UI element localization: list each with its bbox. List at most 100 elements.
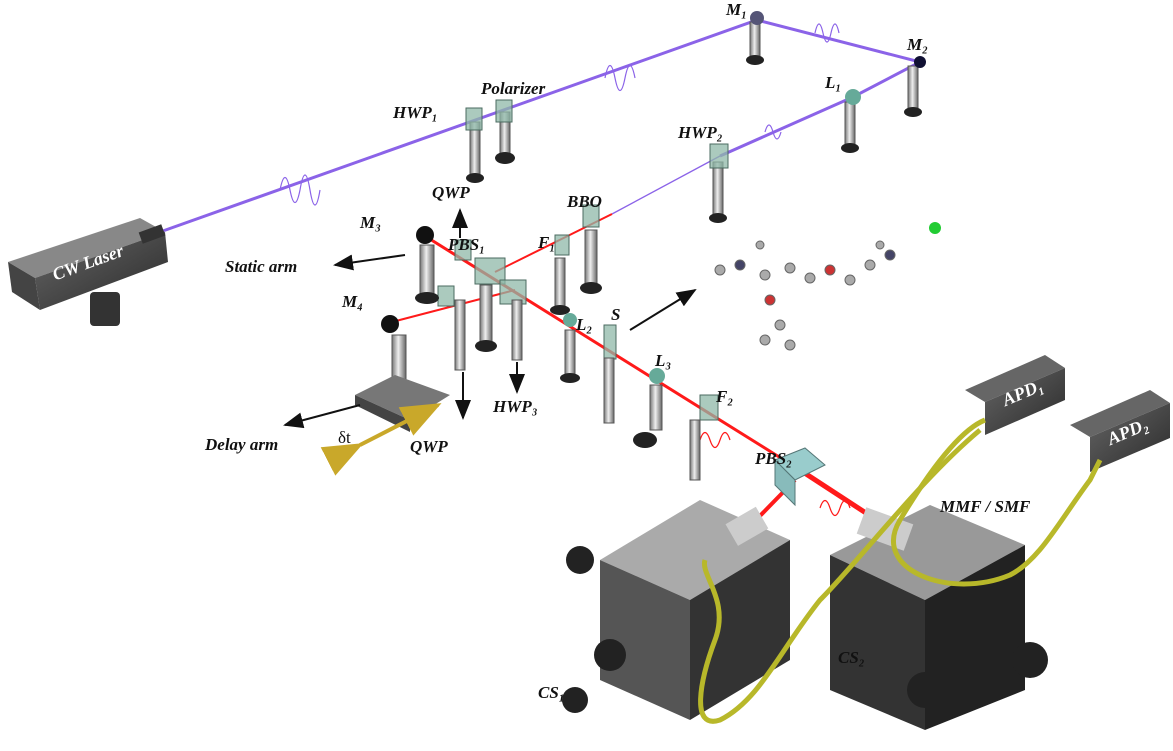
molecule: [715, 241, 895, 350]
label: M₁: [725, 0, 747, 19]
optical-mounts-part: [495, 152, 515, 164]
label: CS₂: [838, 648, 865, 667]
optical-mounts-part: [750, 11, 764, 25]
optical-mounts-part: [845, 102, 855, 147]
label: Polarizer: [480, 79, 546, 98]
label: F₁: [537, 233, 555, 252]
molecule-part: [876, 241, 884, 249]
coupling-stages-part: [594, 639, 626, 671]
label: L₃: [654, 351, 671, 370]
coupling-stages-part: [566, 546, 594, 574]
optical-mounts-part: [604, 358, 614, 423]
optical-mounts-part: [585, 230, 597, 285]
label: M₄: [341, 292, 363, 311]
coupling-stages: [562, 500, 1048, 730]
optical-mounts-part: [649, 368, 665, 384]
optical-mounts-part: [750, 22, 760, 60]
optical-mounts-part: [690, 420, 700, 480]
molecule-part: [865, 260, 875, 270]
label: PBS₂: [754, 449, 792, 468]
label: M₂: [906, 35, 928, 54]
label: L₁: [824, 73, 841, 92]
label: HWP₁: [392, 103, 438, 122]
optical-mounts-part: [550, 305, 570, 315]
label: Delay arm: [204, 435, 278, 454]
label: HWP₂: [677, 123, 723, 142]
optical-mounts-part: [709, 213, 727, 223]
optical-mounts-part: [415, 292, 439, 304]
molecule-part: [760, 335, 770, 345]
signal-beam-part: [700, 433, 730, 448]
page: CW Laser HWP₁ Polarizer M₁ M₂ L₁ HWP₂ BB…: [0, 0, 1173, 751]
optical-mounts-part: [914, 56, 926, 68]
molecule-part: [785, 263, 795, 273]
optical-mounts-part: [560, 373, 580, 383]
diagram: CW Laser HWP₁ Polarizer M₁ M₂ L₁ HWP₂ BB…: [0, 0, 1173, 751]
optical-mounts-part: [580, 282, 602, 294]
label: M₃: [359, 213, 381, 232]
optical-mounts-part: [710, 144, 728, 168]
label: QWP: [410, 437, 448, 456]
optical-mounts-part: [466, 108, 482, 130]
coupling-stages-part: [562, 687, 588, 713]
green-dot: [929, 222, 941, 234]
optical-mounts-part: [633, 432, 657, 448]
optical-mounts-part: [355, 375, 450, 420]
molecule-part: [785, 340, 795, 350]
optical-mounts-part: [650, 385, 662, 430]
optical-mounts-part: [746, 55, 764, 65]
label: Static arm: [225, 257, 297, 276]
molecule-part: [735, 260, 745, 270]
arrows-part: [285, 405, 360, 425]
optical-mounts-part: [563, 313, 577, 327]
pump-beam-part: [280, 175, 320, 205]
coupling-stages-part: [907, 672, 943, 708]
molecule-part: [885, 250, 895, 260]
pump-beam: [160, 20, 920, 232]
optical-mounts-part: [480, 285, 492, 345]
label: δt: [338, 428, 351, 447]
optical-mounts-part: [904, 107, 922, 117]
pump-beam-part: [612, 156, 720, 214]
optical-mounts-part: [565, 330, 575, 375]
optical-mounts-part: [381, 315, 399, 333]
pump-beam-part: [160, 20, 920, 232]
label: HWP₃: [492, 397, 538, 416]
label: BBO: [566, 192, 602, 211]
optical-mounts-part: [475, 340, 497, 352]
signal-beam-part: [820, 501, 850, 516]
molecule-part: [845, 275, 855, 285]
optical-mounts-part: [455, 300, 465, 370]
optical-mounts-part: [438, 286, 454, 306]
molecule-part: [775, 320, 785, 330]
arrows-part: [335, 255, 405, 265]
label: QWP: [432, 183, 470, 202]
optical-mounts-part: [841, 143, 859, 153]
molecule-part: [756, 241, 764, 249]
label: S: [611, 305, 620, 324]
optical-mounts-part: [555, 235, 569, 255]
optical-mounts-part: [420, 245, 434, 295]
optical-mounts-part: [466, 173, 484, 183]
pump-beam-part: [765, 125, 781, 139]
optical-mounts-part: [512, 300, 522, 360]
optical-mounts-part: [713, 162, 723, 217]
arrows-part: [630, 290, 695, 330]
molecule-part: [805, 273, 815, 283]
molecule-part: [760, 270, 770, 280]
cw-laser-part: [90, 292, 120, 326]
optical-mounts-part: [555, 258, 565, 308]
molecule-part: [715, 265, 725, 275]
label: MMF / SMF: [939, 497, 1031, 516]
coupling-stages-part: [1012, 642, 1048, 678]
label: F₂: [715, 387, 733, 406]
label: CS₁: [538, 683, 565, 702]
optical-mounts-part: [908, 66, 918, 111]
detectors: [965, 355, 1170, 472]
molecule-part: [765, 295, 775, 305]
optical-mounts-part: [416, 226, 434, 244]
molecule-part: [825, 265, 835, 275]
label: L₂: [575, 315, 592, 334]
label: PBS₁: [447, 235, 485, 254]
optical-mounts-part: [845, 89, 861, 105]
